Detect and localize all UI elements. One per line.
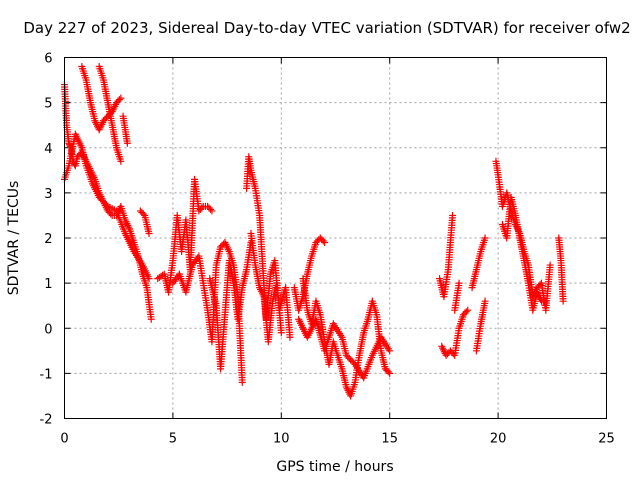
y-tick-label: 3 xyxy=(44,187,52,202)
chart-title: Day 227 of 2023, Sidereal Day-to-day VTE… xyxy=(23,19,630,37)
x-tick-label: 10 xyxy=(273,432,290,447)
data-point xyxy=(386,347,394,355)
data-point xyxy=(319,237,327,245)
data-point xyxy=(277,329,285,337)
x-axis-label: GPS time / hours xyxy=(276,459,393,475)
data-point xyxy=(102,201,110,209)
data-point xyxy=(384,368,392,376)
plot-frame xyxy=(64,57,607,419)
y-tick-label: 4 xyxy=(44,142,52,157)
data-point xyxy=(66,141,74,149)
y-tick-label: 6 xyxy=(44,52,52,67)
data-point xyxy=(208,207,216,215)
data-point xyxy=(559,297,567,305)
data-point xyxy=(321,239,329,247)
data-point xyxy=(542,297,550,305)
data-point xyxy=(455,279,463,287)
data-point xyxy=(145,275,153,283)
data-points xyxy=(61,63,567,400)
x-tick-label: 5 xyxy=(169,432,177,447)
y-tick-label: 0 xyxy=(44,322,52,337)
data-point xyxy=(546,261,554,269)
data-point xyxy=(238,378,246,386)
data-point xyxy=(206,205,214,213)
data-point xyxy=(145,229,153,237)
y-tick-label: 5 xyxy=(44,97,52,112)
x-tick-label: 25 xyxy=(598,432,615,447)
x-tick-label: 0 xyxy=(60,432,68,447)
x-tick-label: 20 xyxy=(490,432,507,447)
data-point xyxy=(147,315,155,323)
data-point xyxy=(462,308,470,316)
y-tick-label: -2 xyxy=(40,413,53,428)
x-tick-labels: 0 5 10 15 20 25 xyxy=(60,432,614,447)
data-point xyxy=(481,234,489,242)
data-point xyxy=(449,211,457,219)
data-point xyxy=(115,96,123,104)
data-point xyxy=(464,306,472,314)
y-tick-labels: -2 -1 0 1 2 3 4 5 6 xyxy=(40,52,53,428)
y-tick-label: -1 xyxy=(40,367,53,382)
data-point xyxy=(386,369,394,377)
data-point xyxy=(286,333,294,341)
data-point xyxy=(481,297,489,305)
x-tick-label: 15 xyxy=(381,432,398,447)
data-point xyxy=(117,157,125,165)
data-point xyxy=(65,139,73,147)
data-point xyxy=(198,204,206,212)
y-tick-label: 2 xyxy=(44,232,52,247)
grid xyxy=(64,57,607,419)
data-point xyxy=(123,139,131,147)
data-point xyxy=(107,210,115,218)
y-axis-label: SDTVAR / TECUs xyxy=(6,181,22,296)
data-point xyxy=(117,94,125,102)
data-point xyxy=(139,210,147,218)
y-tick-label: 1 xyxy=(44,277,52,292)
